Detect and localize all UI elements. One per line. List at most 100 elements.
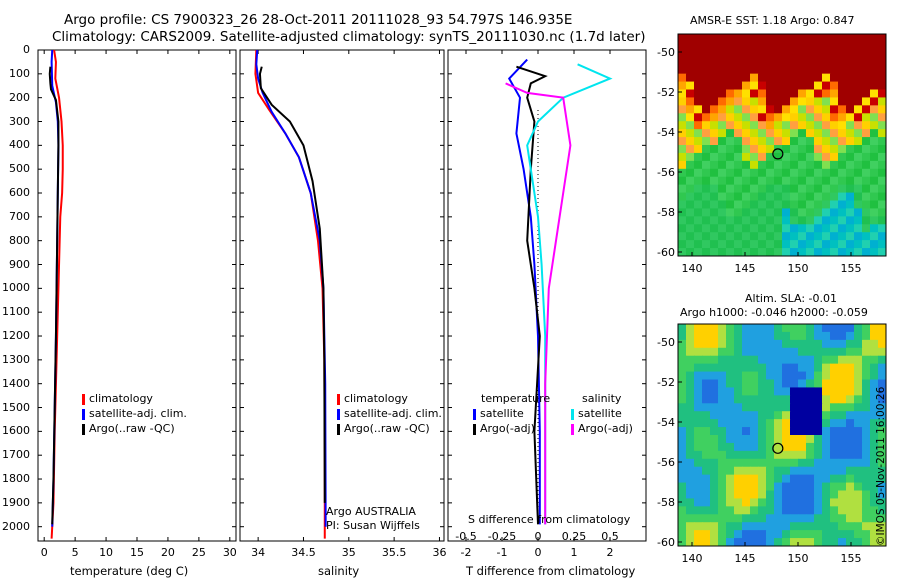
salinity-chart: 34 34.5 35 35.5 36 [239,49,446,559]
map-x-tick-label: 140 [682,552,703,565]
depth-tick-label: 1900 [2,495,30,509]
depth-tick-label: 1300 [2,352,30,366]
legend-s-satellite: satellite [571,406,633,421]
map-x-tick-label: 155 [841,552,862,565]
x-tick-label: 30 [223,546,237,559]
x-tick-label: -2 [461,546,472,559]
plot-frame [447,49,647,542]
sst-map: -50 -52 -54 -56 -58 -60 140 145 150 155 [657,33,887,275]
depth-tick-label: 200 [9,90,30,104]
x-tick-label: 2 [607,546,614,559]
t-difference-axis-label: T difference from climatology [466,564,636,578]
x-tick-label: 34 [251,546,265,559]
map-y-tick-label: -54 [657,126,675,139]
legend-t-satellite: satellite [473,406,550,421]
depth-tick-label: 1000 [2,281,30,295]
x-tick-label: 34.5 [291,546,316,559]
difference-chart: -2 -1 0 1 2 -0.5 -0.25 0 0.25 0.5 [447,49,647,559]
depth-tick-label: 2000 [2,519,30,533]
depth-tick-label: 1100 [2,305,30,319]
depth-tick-label: 300 [9,114,30,128]
temp-legend: climatology satellite-adj. clim. Argo(..… [82,391,187,436]
x-top-tick-label: 0.5 [601,530,619,543]
x-top-tick-label: 0 [535,530,542,543]
map-y-tick-label: -50 [657,46,675,59]
sst-map-field [678,34,887,257]
argo-credit-line1: Argo AUSTRALIA [326,505,416,518]
diff-legend-temperature: temperature satellite Argo(-adj) [473,391,551,436]
map-y-tick-label: -60 [657,246,675,259]
diff-legend-salinity: salinity satellite Argo(-adj) [571,391,633,436]
legend-argo: Argo(..raw -QC) [337,421,442,436]
x-tick-label: 35 [342,546,356,559]
map-x-tick-label: 150 [788,262,809,275]
map-y-tick-label: -56 [657,456,675,469]
argo-float-marker [772,442,784,454]
map-x-tick-label: 145 [735,552,756,565]
argo-credit: Argo AUSTRALIA PI: Susan Wijffels [326,505,420,533]
x-tick-label: -1 [497,546,508,559]
sst-map-title: AMSR-E SST: 1.18 Argo: 0.847 [690,14,855,27]
x-tick-label: 5 [72,546,79,559]
temperature-axis-label: temperature (deg C) [70,564,189,578]
depth-tick-label: 0 [23,43,30,56]
depth-tick-label: 400 [9,138,30,152]
series-line-argo--adj- [505,82,572,525]
plot-frame [37,49,237,542]
map-x-tick-label: 140 [682,262,703,275]
depth-tick-label: 800 [9,233,30,247]
depth-tick-label: 700 [9,209,30,223]
x-tick-label: 10 [99,546,113,559]
legend-argo: Argo(..raw -QC) [82,421,187,436]
x-top-tick-label: -0.25 [488,530,516,543]
series-line-argo---raw--qc- [258,66,326,503]
sla-map-field [678,324,887,547]
depth-tick-label: 500 [9,162,30,176]
map-x-tick-label: 145 [735,262,756,275]
series-line-satellite [526,63,613,525]
x-tick-label: 0 [41,546,48,559]
map-y-tick-label: -56 [657,166,675,179]
header-line2: Climatology: CARS2009. Satellite-adjuste… [52,29,646,45]
x-tick-label: 36 [432,546,446,559]
legend-climatology: climatology [337,391,442,406]
imos-stamp: ©IMOS 05-Nov-2011 16:00:26 [875,386,887,546]
depth-tick-label: 1700 [2,448,30,462]
legend-s-argo: Argo(-adj) [571,421,633,436]
x-tick-label: 25 [192,546,206,559]
sal-legend: climatology satellite-adj. clim. Argo(..… [337,391,442,436]
x-tick-label: 35.5 [382,546,407,559]
x-tick-label: 20 [161,546,175,559]
depth-tick-label: 900 [9,257,30,271]
argo-credit-line2: PI: Susan Wijffels [326,519,420,532]
legend-heading-temperature: temperature [481,392,551,405]
map-y-tick-label: -52 [657,86,675,99]
plot-frame [239,49,445,542]
depth-tick-label: 1800 [2,472,30,486]
map-y-tick-label: -58 [657,206,675,219]
map-x-tick-label: 155 [841,262,862,275]
depth-tick-label: 600 [9,186,30,199]
depth-tick-label: 1500 [2,400,30,414]
depth-tick-label: 100 [9,66,30,80]
x-top-tick-label: -0.5 [455,530,476,543]
legend-satellite: satellite-adj. clim. [337,406,442,421]
x-top-tick-label: 0.25 [562,530,587,543]
s-difference-axis-label: S difference from climatology [468,513,631,526]
legend-t-argo: Argo(-adj) [473,421,550,436]
series-line-argo---raw--qc- [48,66,60,525]
x-tick-label: 0 [535,546,542,559]
map-y-tick-label: -50 [657,336,675,349]
depth-tick-label: 1400 [2,376,30,390]
salinity-axis-label: salinity [318,564,360,578]
map-frame [677,323,887,547]
map-x-tick-label: 150 [788,552,809,565]
argo-float-marker [772,148,784,160]
header-line1: Argo profile: CS 7900323_26 28-Oct-2011 … [64,12,573,28]
sla-map: -50 -52 -54 -56 -58 -60 140 145 150 155 [657,323,887,565]
map-y-tick-label: -52 [657,376,675,389]
legend-heading-salinity: salinity [582,392,622,405]
legend-satellite: satellite-adj. clim. [82,406,187,421]
x-tick-label: 1 [571,546,578,559]
map-frame [677,33,887,257]
